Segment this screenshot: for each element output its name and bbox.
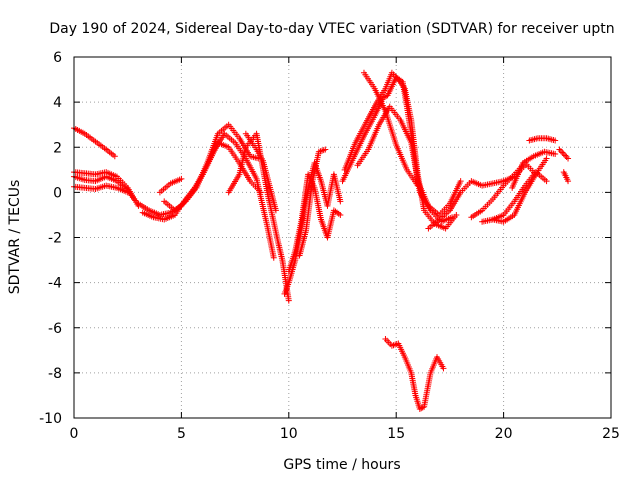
y-tick-label: -2 — [48, 231, 62, 247]
data-point — [543, 178, 550, 185]
series-track-q — [360, 69, 421, 189]
data-point — [111, 153, 118, 160]
series-track-d — [71, 182, 131, 196]
data-point — [124, 189, 131, 196]
data-point — [543, 155, 550, 162]
data-point — [257, 189, 264, 196]
series-track-z — [560, 169, 572, 185]
data-point — [285, 297, 292, 304]
data-point — [178, 175, 185, 182]
x-tick-label: 5 — [177, 426, 186, 442]
x-tick-label: 25 — [602, 426, 620, 442]
plot-frame — [73, 56, 612, 419]
chart-title: Day 190 of 2024, Sidereal Day-to-day VTE… — [49, 21, 614, 37]
data-point — [337, 211, 344, 218]
data-point — [272, 207, 279, 214]
data-point — [322, 146, 329, 153]
y-tick-label: 4 — [53, 95, 62, 111]
x-axis-label: GPS time / hours — [283, 457, 400, 473]
x-tick-label: 20 — [495, 426, 513, 442]
series-track-a — [71, 125, 118, 160]
data-point — [552, 151, 559, 158]
x-tick-label: 10 — [280, 426, 298, 442]
data-point — [556, 146, 563, 153]
y-axis-label: SDTVAR / TECUs — [7, 180, 23, 295]
data-point — [414, 182, 421, 189]
y-tick-label: 6 — [53, 50, 62, 66]
data-point — [552, 137, 559, 144]
data-point — [559, 149, 566, 156]
ticks: 0 5 10 15 20 25 -10 -8 -6 -4 -2 0 2 4 6 — [39, 50, 620, 442]
data-point — [562, 152, 569, 159]
data-point — [565, 178, 572, 185]
series-track-v — [489, 169, 550, 223]
data-point — [453, 211, 460, 218]
data-point — [270, 254, 277, 261]
data-point — [440, 365, 447, 372]
series-track-j — [242, 130, 279, 214]
grid — [74, 57, 611, 418]
data-point — [457, 178, 464, 185]
data-point — [337, 198, 344, 205]
y-tick-label: -10 — [39, 411, 62, 427]
data-point — [557, 148, 564, 155]
y-tick-label: -4 — [48, 276, 62, 292]
data-points — [71, 69, 572, 412]
x-tick-label: 15 — [387, 426, 405, 442]
x-tick-label: 0 — [70, 426, 79, 442]
series-track-y — [556, 146, 572, 162]
data-point — [565, 155, 572, 162]
series-track-n — [339, 74, 464, 218]
series-track-g — [156, 175, 185, 196]
series-track-w — [509, 148, 559, 191]
y-tick-label: 2 — [53, 140, 62, 156]
y-tick-label: 0 — [53, 185, 62, 201]
series-track-h — [161, 121, 262, 214]
y-tick-label: -6 — [48, 321, 62, 337]
series-track-r — [382, 336, 447, 412]
series-track-o — [341, 69, 460, 232]
series-track-u — [479, 155, 550, 225]
series-track-x — [526, 135, 559, 144]
data-point — [131, 196, 138, 203]
series-track-m — [296, 146, 329, 259]
data-point — [563, 154, 570, 161]
y-tick-label: -8 — [48, 366, 62, 382]
data-point — [560, 151, 567, 158]
data-point — [449, 214, 456, 221]
